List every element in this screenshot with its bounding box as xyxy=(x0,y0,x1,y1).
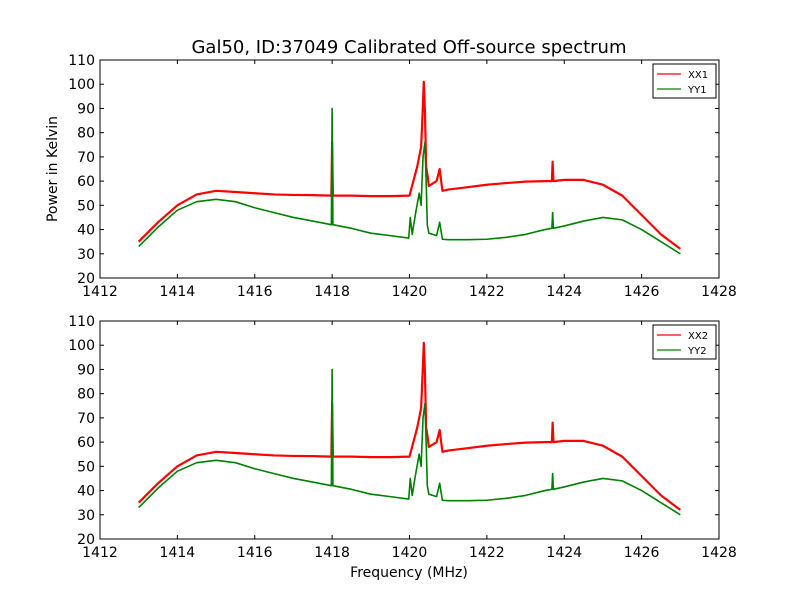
x-tick-label: 1420 xyxy=(392,545,428,561)
legend-label-yy1: YY1 xyxy=(687,85,707,96)
y-tick-label: 20 xyxy=(77,532,95,548)
y-tick-label: 60 xyxy=(77,435,95,451)
x-tick-label: 1424 xyxy=(546,284,582,300)
y-tick-label: 100 xyxy=(68,338,95,354)
plot-area xyxy=(100,321,719,539)
x-tick-label: 1428 xyxy=(701,545,737,561)
legend-box xyxy=(652,63,717,99)
x-tick-label: 1412 xyxy=(82,284,118,300)
x-tick-label: 1418 xyxy=(314,545,350,561)
figure-xlabel: Frequency (MHz) xyxy=(350,565,468,581)
legend-label-xx1: XX1 xyxy=(688,70,708,81)
y-tick-label: 50 xyxy=(77,459,95,475)
series-line-xx2 xyxy=(137,341,681,511)
x-tick-label: 1412 xyxy=(82,545,118,561)
plot-area xyxy=(100,60,719,278)
x-tick-label: 1416 xyxy=(237,545,273,561)
figure-ylabel: Power in Kelvin xyxy=(45,116,61,222)
y-tick-label: 30 xyxy=(77,508,95,524)
x-tick-label: 1426 xyxy=(624,545,660,561)
y-tick-label: 60 xyxy=(77,174,95,190)
y-tick-label: 80 xyxy=(77,126,95,142)
y-tick-label: 70 xyxy=(77,411,95,427)
x-tick-label: 1426 xyxy=(624,284,660,300)
y-tick-label: 30 xyxy=(77,247,95,263)
bottom-panel: 1412 1414 1416 1418 1420 1422 1424 1426 1428 20 30… xyxy=(68,314,737,561)
x-tick-label: 1414 xyxy=(160,545,196,561)
y-tick-label: 20 xyxy=(77,271,95,287)
x-tick-label: 1416 xyxy=(237,284,273,300)
y-tick-label: 110 xyxy=(68,314,95,330)
y-tick-label: 90 xyxy=(77,101,95,117)
x-tick-label: 1420 xyxy=(392,284,428,300)
y-tick-label: 70 xyxy=(77,150,95,166)
y-tick-label: 40 xyxy=(77,484,95,500)
legend-box xyxy=(652,324,717,360)
y-tick-label: 50 xyxy=(77,198,95,214)
x-tick-label: 1428 xyxy=(701,284,737,300)
y-tick-label: 100 xyxy=(68,77,95,93)
figure-title: Gal50, ID:37049 Calibrated Off-source sp… xyxy=(191,37,626,58)
x-tick-label: 1424 xyxy=(546,545,582,561)
x-tick-label: 1422 xyxy=(469,545,505,561)
series-line-xx1 xyxy=(137,80,681,250)
top-panel: 1412 1414 1416 1418 1420 1422 1424 1426 1428 20 30… xyxy=(68,53,737,300)
legend-label-xx2: XX2 xyxy=(688,331,708,342)
y-tick-label: 80 xyxy=(77,387,95,403)
y-tick-label: 110 xyxy=(68,53,95,69)
legend-label-yy2: YY2 xyxy=(687,346,707,357)
y-tick-label: 90 xyxy=(77,362,95,378)
x-tick-label: 1414 xyxy=(160,284,196,300)
series-line-yy1 xyxy=(138,107,681,255)
x-tick-label: 1422 xyxy=(469,284,505,300)
series-line-yy2 xyxy=(138,368,681,516)
y-tick-label: 40 xyxy=(77,223,95,239)
x-tick-label: 1418 xyxy=(314,284,350,300)
